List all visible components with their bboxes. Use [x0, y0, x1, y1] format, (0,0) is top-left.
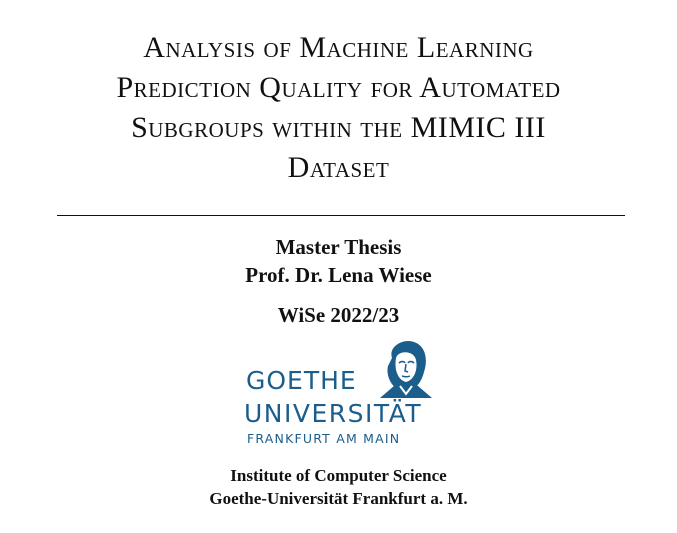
institute-name: Institute of Computer Science [230, 466, 447, 485]
logo-word-goethe: GOETHE [246, 366, 357, 395]
title-line-3: Subgroups within the MIMIC III [131, 111, 546, 144]
title-line-4: Dataset [287, 151, 390, 184]
thesis-type: Master Thesis [275, 235, 402, 259]
goethe-portrait-icon [380, 340, 432, 398]
university-name: Goethe-Universität Frankfurt a. M. [209, 489, 468, 508]
university-logo: GOETHE UNIVERSITÄT FRANKFURT AM MAIN [240, 338, 450, 448]
logo-word-universitaet: UNIVERSITÄT [244, 399, 423, 428]
horizontal-rule [57, 215, 625, 216]
title-line-1: Analysis of Machine Learning [143, 31, 534, 64]
logo-city: FRANKFURT AM MAIN [247, 431, 401, 446]
supervisor: Prof. Dr. Lena Wiese [245, 263, 432, 287]
semester: WiSe 2022/23 [277, 303, 400, 327]
thesis-title: Analysis of Machine Learning Prediction … [0, 28, 677, 188]
title-line-2: Prediction Quality for Automated [116, 71, 561, 104]
